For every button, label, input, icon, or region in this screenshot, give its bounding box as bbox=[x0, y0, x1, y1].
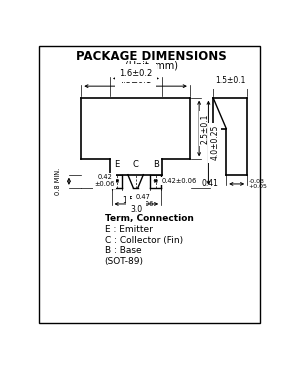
Text: 3.0: 3.0 bbox=[130, 205, 142, 214]
Text: -0.03: -0.03 bbox=[249, 179, 265, 184]
Text: 0.42±0.06: 0.42±0.06 bbox=[162, 178, 197, 184]
Text: 0.41: 0.41 bbox=[202, 180, 219, 188]
Text: +0.05: +0.05 bbox=[249, 184, 268, 189]
Text: 1.5: 1.5 bbox=[122, 196, 134, 205]
Text: (SOT-89): (SOT-89) bbox=[104, 257, 143, 266]
Text: 2.5±0.1: 2.5±0.1 bbox=[201, 113, 210, 144]
Text: 1.5±0.1: 1.5±0.1 bbox=[215, 76, 245, 85]
Text: 4.5±0.1: 4.5±0.1 bbox=[119, 76, 152, 85]
Text: B: B bbox=[153, 160, 159, 169]
Text: 0.42
±0.06: 0.42 ±0.06 bbox=[94, 174, 115, 187]
Text: PACKAGE DIMENSIONS: PACKAGE DIMENSIONS bbox=[76, 50, 226, 64]
Text: 0.47
+0.06: 0.47 +0.06 bbox=[133, 195, 154, 207]
Text: E: E bbox=[114, 160, 120, 169]
Text: B : Base: B : Base bbox=[104, 246, 141, 255]
Text: C: C bbox=[133, 160, 139, 169]
Text: 1.6±0.2: 1.6±0.2 bbox=[119, 69, 152, 77]
Text: C : Collector (Fin): C : Collector (Fin) bbox=[104, 235, 183, 245]
Text: 4.0±0.25: 4.0±0.25 bbox=[210, 125, 219, 161]
Text: 0.8 MIN.: 0.8 MIN. bbox=[55, 168, 61, 195]
Text: (Unit: mm): (Unit: mm) bbox=[125, 60, 178, 70]
Text: Term, Connection: Term, Connection bbox=[104, 214, 194, 223]
Text: E : Emitter: E : Emitter bbox=[104, 225, 152, 234]
